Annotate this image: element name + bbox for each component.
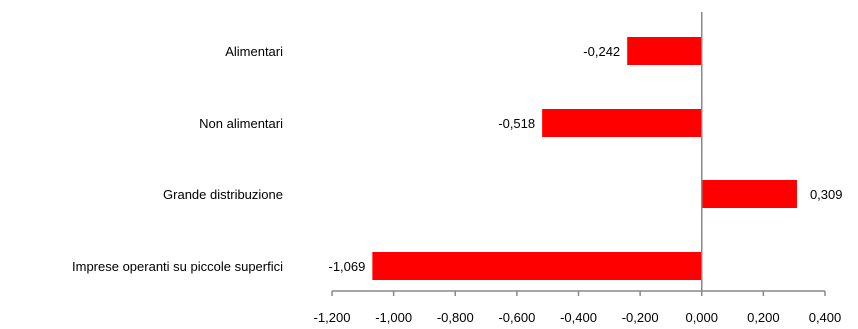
x-tick-label-0: -1,200: [314, 310, 351, 325]
data-label-3: -1,069: [328, 259, 365, 274]
category-label-2: Grande distribuzione: [163, 187, 283, 202]
data-label-1: -0,518: [498, 116, 535, 131]
bars-layer: [372, 37, 797, 280]
x-tick-label-7: 0,200: [747, 310, 780, 325]
x-tick-label-4: -0,400: [560, 310, 597, 325]
x-tick-label-3: -0,600: [498, 310, 535, 325]
category-label-0: Alimentari: [225, 44, 283, 59]
x-tick-label-5: -0,200: [622, 310, 659, 325]
x-tick-label-8: 0,400: [809, 310, 842, 325]
x-tick-label-2: -0,800: [437, 310, 474, 325]
bar-2: [701, 180, 797, 208]
x-tick-label-1: -1,000: [375, 310, 412, 325]
x-tick-label-6: 0,000: [685, 310, 718, 325]
bar-3: [372, 252, 702, 280]
bar-0: [627, 37, 702, 65]
bar-1: [542, 109, 702, 137]
data-label-2: 0,309: [810, 187, 843, 202]
category-label-3: Imprese operanti su piccole superfici: [72, 259, 283, 274]
axes-layer: [331, 12, 826, 296]
category-label-1: Non alimentari: [199, 116, 283, 131]
data-label-0: -0,242: [583, 44, 620, 59]
labels-layer: -0,242 Alimentari -0,518 Non alimentari 0,30…: [72, 44, 843, 325]
